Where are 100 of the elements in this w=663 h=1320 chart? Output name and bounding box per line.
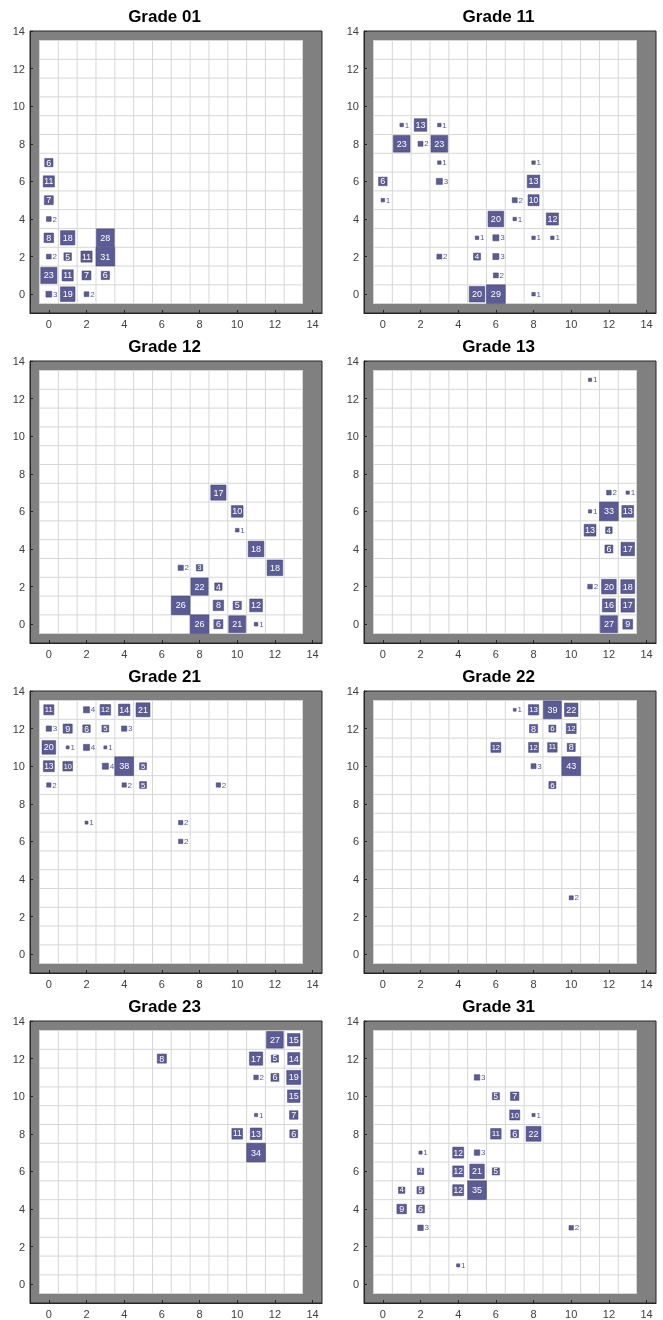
x-tick-label: 4 xyxy=(455,317,462,330)
x-tick-label: 10 xyxy=(565,977,578,990)
data-label: 1 xyxy=(385,195,391,205)
data-label: 20 xyxy=(472,289,483,300)
data-label: 27 xyxy=(269,1034,280,1045)
x-tick-label: 0 xyxy=(379,977,386,990)
data-label: 1 xyxy=(480,233,486,243)
y-tick-label: 8 xyxy=(18,1127,25,1140)
data-label: 9 xyxy=(625,619,631,630)
data-label: 27 xyxy=(603,619,614,630)
data-label: 13 xyxy=(415,120,426,130)
data-label: 5 xyxy=(493,1166,499,1176)
x-tick-label: 10 xyxy=(565,647,578,660)
data-label: 7 xyxy=(84,270,90,281)
x-tick-label: 4 xyxy=(121,317,128,330)
y-tick-label: 4 xyxy=(18,543,25,555)
y-tick-label: 10 xyxy=(346,1090,359,1103)
data-label: 2 xyxy=(52,214,58,224)
data-label: 19 xyxy=(62,289,73,300)
data-label: 2 xyxy=(424,139,430,149)
x-tick-label: 10 xyxy=(231,317,244,330)
data-label: 13 xyxy=(622,506,633,517)
y-tick-label: 4 xyxy=(352,1203,359,1215)
data-label: 2 xyxy=(259,1072,265,1082)
data-label: 1 xyxy=(536,289,542,299)
data-label: 3 xyxy=(481,1072,487,1082)
chart-title: Grade 31 xyxy=(462,997,535,1016)
y-tick-label: 10 xyxy=(346,430,359,443)
y-tick-label: 4 xyxy=(18,213,25,225)
data-label: 4 xyxy=(90,705,96,715)
data-label: 1 xyxy=(442,120,448,130)
data-label: 15 xyxy=(288,1091,299,1102)
data-label: 3 xyxy=(500,252,506,262)
data-label: 2 xyxy=(221,780,227,790)
x-tick-label: 2 xyxy=(417,1307,424,1320)
y-tick-label: 10 xyxy=(12,1090,25,1103)
data-label: 1 xyxy=(461,1260,467,1270)
x-tick-label: 12 xyxy=(268,647,282,660)
data-label: 35 xyxy=(472,1185,483,1196)
data-label: 34 xyxy=(251,1147,262,1158)
data-label: 6 xyxy=(46,157,52,168)
x-tick-label: 8 xyxy=(530,317,537,330)
x-tick-label: 0 xyxy=(45,977,52,990)
x-tick-label: 4 xyxy=(455,1307,462,1320)
data-label: 1 xyxy=(536,1110,542,1120)
data-label: 13 xyxy=(528,176,539,187)
data-label: 23 xyxy=(43,270,54,281)
data-label: 5 xyxy=(418,1185,424,1195)
y-tick-label: 10 xyxy=(12,100,25,113)
y-tick-label: 6 xyxy=(352,835,359,848)
x-tick-label: 2 xyxy=(417,317,424,330)
x-tick-label: 8 xyxy=(530,647,537,660)
data-label: 2 xyxy=(574,1223,580,1233)
x-tick-label: 8 xyxy=(530,1307,537,1320)
data-label: 4 xyxy=(109,761,115,771)
data-label: 6 xyxy=(272,1072,278,1083)
data-label: 7 xyxy=(512,1091,518,1102)
y-tick-label: 6 xyxy=(18,835,25,848)
y-tick-label: 12 xyxy=(12,1052,25,1065)
data-label: 12 xyxy=(547,214,558,224)
data-label: 6 xyxy=(291,1128,297,1139)
data-label: 2 xyxy=(52,780,58,790)
x-tick-label: 14 xyxy=(306,1307,319,1320)
y-tick-label: 14 xyxy=(346,25,359,37)
x-tick-label: 12 xyxy=(268,977,282,990)
data-label: 12 xyxy=(453,1166,464,1177)
x-tick-label: 4 xyxy=(121,977,128,990)
data-label: 11 xyxy=(232,1129,242,1139)
y-tick-label: 2 xyxy=(18,250,25,263)
data-label: 17 xyxy=(622,544,633,554)
data-label: 29 xyxy=(490,289,501,300)
data-label: 11 xyxy=(491,1129,501,1139)
data-label: 38 xyxy=(119,761,130,772)
data-label: 12 xyxy=(100,705,111,715)
chart-title: Grade 23 xyxy=(128,997,201,1016)
data-label: 8 xyxy=(568,742,574,753)
data-label: 33 xyxy=(603,506,614,517)
data-label: 3 xyxy=(481,1148,487,1158)
chart-title: Grade 22 xyxy=(462,667,535,686)
y-tick-label: 0 xyxy=(18,948,25,961)
y-tick-label: 12 xyxy=(12,722,25,735)
data-label: 18 xyxy=(622,581,633,592)
x-tick-label: 2 xyxy=(417,977,424,990)
x-tick-label: 6 xyxy=(158,317,165,330)
x-tick-label: 0 xyxy=(379,1307,386,1320)
x-tick-label: 2 xyxy=(83,1307,90,1320)
data-label: 12 xyxy=(453,1185,464,1196)
data-label: 12 xyxy=(251,600,262,611)
y-tick-label: 14 xyxy=(346,1015,359,1027)
y-tick-label: 14 xyxy=(346,355,359,367)
data-label: 7 xyxy=(291,1110,297,1120)
x-tick-label: 0 xyxy=(45,317,52,330)
data-label: 3 xyxy=(52,724,58,734)
x-tick-label: 10 xyxy=(231,647,244,660)
data-label: 14 xyxy=(288,1053,299,1064)
data-label: 9 xyxy=(399,1204,405,1214)
data-label: 1 xyxy=(592,506,598,516)
data-label: 22 xyxy=(194,581,205,592)
data-label: 1 xyxy=(108,742,114,752)
data-label: 11 xyxy=(44,176,54,187)
